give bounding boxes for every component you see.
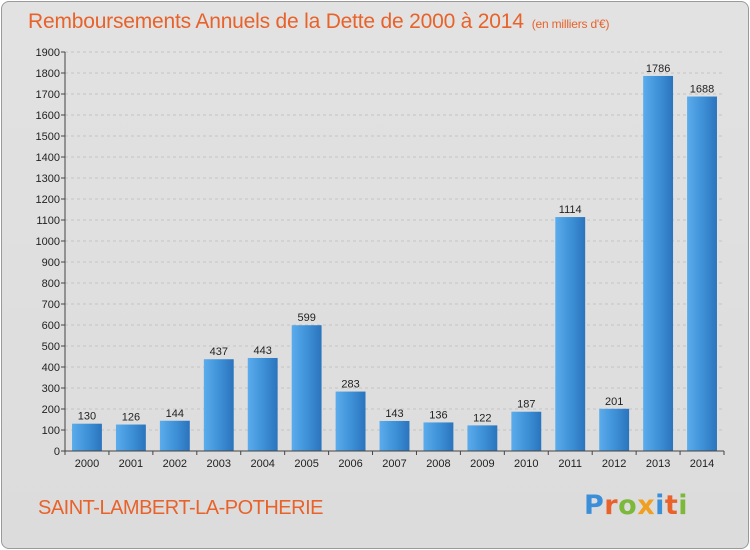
bar-2011 [555,217,586,451]
y-tick-label: 400 [42,362,60,374]
y-tick-label: 1200 [36,194,60,206]
data-label-2009: 122 [473,412,491,424]
x-tick-label-2005: 2005 [294,458,318,470]
data-label-2004: 443 [254,345,272,357]
commune-name: SAINT-LAMBERT-LA-POTHERIE [38,497,323,519]
data-label-2003: 437 [210,346,228,358]
x-tick-label-2004: 2004 [250,458,274,470]
y-tick-label: 1300 [36,173,60,185]
proxiti-logo: Proxiti [584,490,688,521]
y-tick-label: 100 [42,425,60,437]
bar-2008 [423,422,454,451]
logo-letter: x [637,490,656,521]
bar-2013 [643,75,674,451]
y-tick-label: 1800 [36,68,60,80]
logo-letter: t [664,490,679,521]
logo-letter: i [655,490,665,521]
data-label-2010: 187 [517,399,535,411]
data-label-2013: 1786 [646,63,670,75]
y-tick-label: 700 [42,299,60,311]
bar-2009 [467,425,498,451]
y-tick-label: 1400 [36,152,60,164]
data-labels: 130 126 144 437 443 599 283 143 136 122 187 1114 201… [78,63,714,424]
x-tick-label-2013: 2013 [646,458,670,470]
y-tick-label: 1500 [36,131,60,143]
y-tick-label: 1900 [36,47,60,59]
bar-2002 [159,420,190,451]
data-label-2002: 144 [166,408,184,420]
x-tick-label-2011: 2011 [558,458,582,470]
data-label-2001: 126 [122,412,140,424]
data-label-2005: 599 [297,312,315,324]
y-tick-label: 0 [54,446,60,458]
x-tick-label-2007: 2007 [382,458,406,470]
chart-title-text: Remboursements Annuels de la Dette de 20… [28,10,524,33]
x-tick-label-2003: 2003 [207,458,231,470]
bar-2014 [687,96,717,452]
y-tick-label: 1000 [36,236,60,248]
data-label-2007: 143 [385,408,403,420]
y-tick-label: 1700 [36,89,60,101]
y-axis-ticks: 0 100 200 300 400 500 600 700 800 900 1000 1100 1200… [36,47,65,458]
grid-lines [65,51,724,452]
bar-2003 [203,359,234,451]
data-label-2011: 1114 [559,204,582,216]
data-label-2012: 201 [605,396,623,408]
chart-title: Remboursements Annuels de la Dette de 20… [28,10,609,34]
chart-unit-note: (en milliers d'€) [531,17,610,31]
logo-letter: i [678,490,689,521]
y-tick-label: 500 [42,341,60,353]
bars [72,75,717,452]
x-tick-label-2008: 2008 [426,458,450,470]
x-tick-label-2001: 2001 [119,458,143,470]
y-tick-label: 300 [42,383,60,395]
x-tick-label-2012: 2012 [602,458,626,470]
bar-2001 [115,424,146,451]
y-tick-label: 900 [42,257,60,269]
x-tick-label-2006: 2006 [338,458,362,470]
bar-2004 [247,357,278,451]
data-label-2014: 1688 [690,84,714,96]
y-tick-label: 200 [42,404,60,416]
x-tick-label-2002: 2002 [163,458,187,470]
y-tick-label: 800 [42,278,60,290]
bar-2006 [335,391,366,451]
data-label-2006: 283 [341,379,359,391]
x-tick-label-2010: 2010 [514,458,538,470]
bar-2007 [379,420,410,451]
data-label-2000: 130 [78,411,96,423]
bar-2005 [291,325,322,451]
x-tick-label-2009: 2009 [470,458,494,470]
bar-2012 [599,408,630,451]
y-tick-label: 1100 [36,215,60,227]
logo-letter: r [604,490,619,521]
x-axis-ticks: 2000 2001 2002 2003 2004 2005 2006 2007 2008 2009… [64,451,725,470]
bar-2010 [511,411,542,451]
x-tick-label-2000: 2000 [75,458,99,470]
logo-letter: P [584,490,605,521]
bar-2000 [72,423,102,451]
y-tick-label: 600 [42,320,60,332]
data-label-2008: 136 [429,409,447,421]
logo-letter: o [618,490,638,521]
y-tick-label: 1600 [36,110,60,122]
x-tick-label-2014: 2014 [690,458,714,470]
axes [64,52,724,452]
